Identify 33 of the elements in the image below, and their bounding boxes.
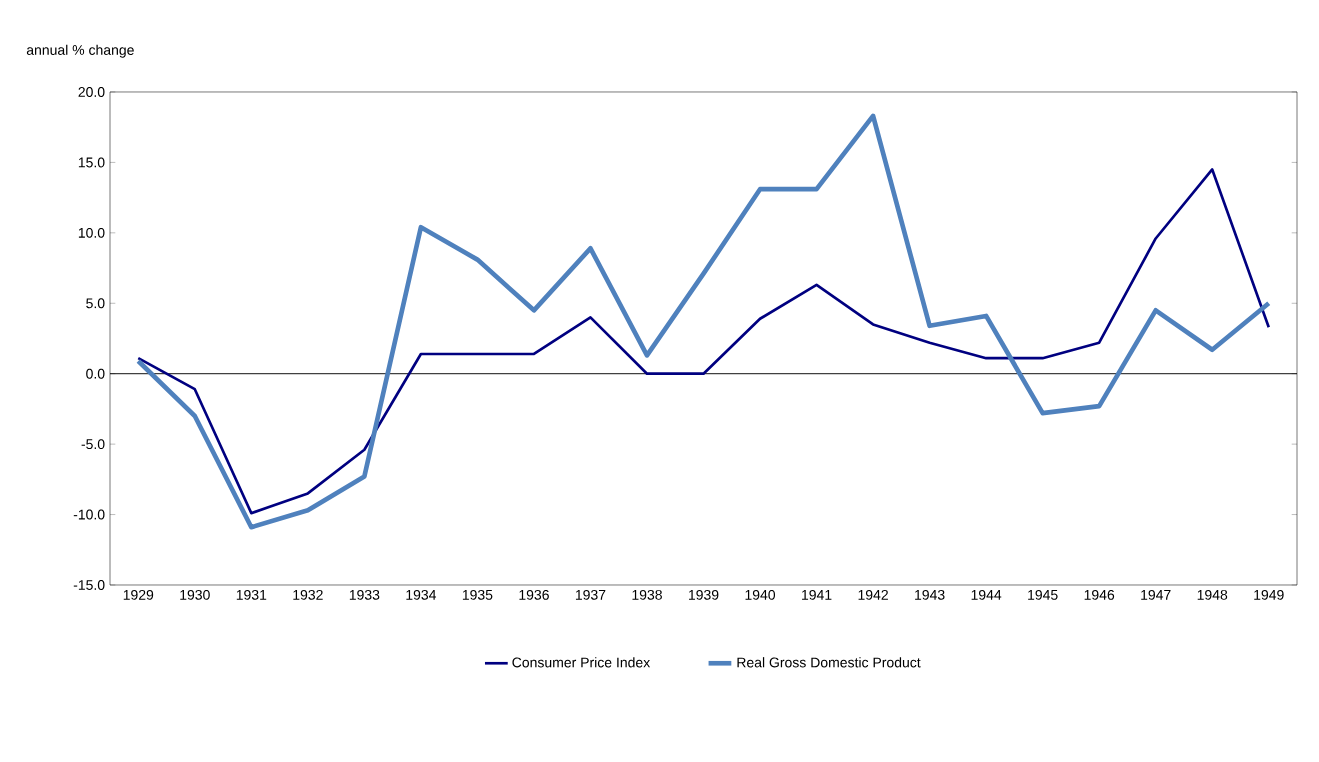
x-tick-label: 1948 xyxy=(1197,589,1228,600)
y-tick-label: 5.0 xyxy=(86,298,105,309)
x-tick-label: 1937 xyxy=(575,589,606,600)
y-tick-label: -5.0 xyxy=(81,439,105,450)
x-tick-label: 1929 xyxy=(123,589,154,600)
x-tick-label: 1940 xyxy=(745,589,776,600)
x-tick-label: 1930 xyxy=(180,589,210,600)
line-series xyxy=(135,113,1272,530)
x-tick-label: 1944 xyxy=(971,589,1002,600)
x-tick-label: 1946 xyxy=(1084,589,1115,600)
x-tick-label: 1947 xyxy=(1141,589,1171,600)
x-tick-label: 1939 xyxy=(689,589,719,600)
y-tick-label: 20.0 xyxy=(78,87,105,97)
x-tick-label: 1949 xyxy=(1254,589,1284,600)
legend-label: Consumer Price Index xyxy=(512,657,651,668)
y-tick-label: 10.0 xyxy=(78,227,105,238)
y-axis-title: annual % change xyxy=(26,44,134,58)
x-tick-label: 1943 xyxy=(915,589,945,600)
x-tick-label: 1932 xyxy=(293,589,323,600)
x-tick-label: 1935 xyxy=(462,589,493,600)
x-tick-label: 1945 xyxy=(1028,589,1058,600)
x-tick-label: 1933 xyxy=(349,589,380,600)
legend-label: Real Gross Domestic Product xyxy=(737,657,921,668)
y-tick-label: -15.0 xyxy=(73,580,105,590)
x-tick-label: 1938 xyxy=(632,589,662,600)
x-tick-label: 1934 xyxy=(406,589,437,600)
x-tick-label: 1942 xyxy=(858,589,888,600)
y-tick-label: -10.0 xyxy=(73,509,105,520)
y-tick-label: 15.0 xyxy=(78,157,105,168)
x-tick-label: 1931 xyxy=(236,589,267,600)
y-tick-label: 0.0 xyxy=(86,368,105,379)
x-tick-label: 1941 xyxy=(802,589,832,600)
x-tick-label: 1936 xyxy=(519,589,549,600)
